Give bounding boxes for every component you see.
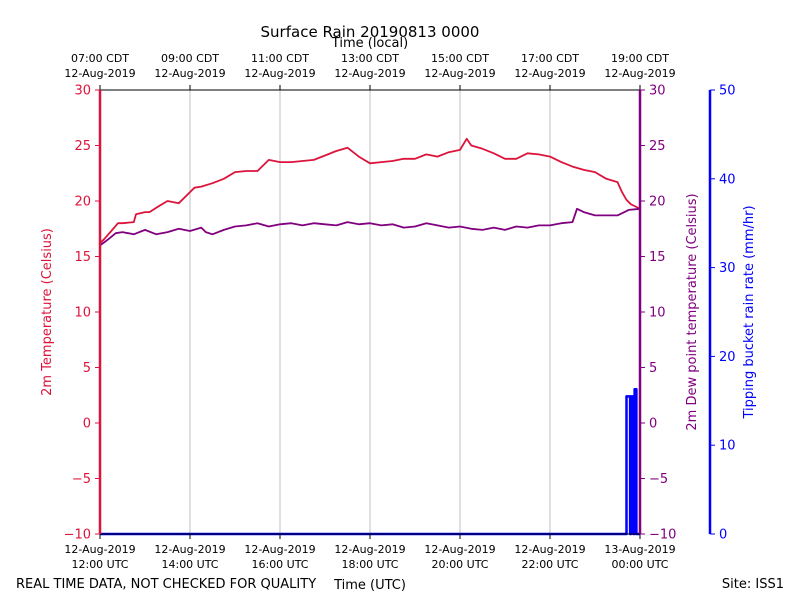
x-tick-label-time: 20:00 UTC: [431, 558, 488, 571]
footer-site: Site: ISS1: [722, 577, 784, 592]
x-tick-label-time: 16:00 UTC: [251, 558, 308, 571]
footer-quality-note: REAL TIME DATA, NOT CHECKED FOR QUALITY: [16, 577, 316, 592]
top-tick-label-date: 12-Aug-2019: [154, 67, 225, 80]
x-tick-label-time: 14:00 UTC: [161, 558, 218, 571]
temperature-series-line: [99, 137, 641, 244]
x-tick-label-date: 12-Aug-2019: [424, 543, 495, 556]
temperature-tick-label: −10: [64, 528, 91, 543]
y-axis-label-rain-rate: Tipping bucket rain rate (mm/hr): [742, 205, 757, 419]
x-tick-label-date: 12-Aug-2019: [244, 543, 315, 556]
x-tick-label-date: 12-Aug-2019: [334, 543, 405, 556]
temperature-tick-label: 15: [74, 250, 91, 265]
x-axis-label: Time (UTC): [333, 578, 406, 593]
x-tick-label-time: 18:00 UTC: [341, 558, 398, 571]
rain-tick-label: 30: [719, 261, 736, 276]
dewpoint-tick-label: 25: [649, 139, 666, 154]
top-tick-label-time: 11:00 CDT: [251, 52, 309, 65]
dewpoint-tick-label: 30: [649, 84, 666, 99]
temperature-tick-label: 20: [74, 195, 91, 210]
top-tick-label-date: 12-Aug-2019: [514, 67, 585, 80]
rain-series-line: [100, 388, 640, 536]
dewpoint-tick-label: 0: [649, 417, 657, 432]
top-tick-label-time: 07:00 CDT: [71, 52, 129, 65]
temperature-tick-label: 25: [74, 139, 91, 154]
series-layer: [99, 137, 641, 536]
rain-tick-label: 20: [719, 350, 736, 365]
top-tick-label-time: 13:00 CDT: [341, 52, 399, 65]
top-tick-label-date: 12-Aug-2019: [424, 67, 495, 80]
x-tick-label-time: 22:00 UTC: [521, 558, 578, 571]
top-tick-label-date: 12-Aug-2019: [244, 67, 315, 80]
x-tick-label-date: 12-Aug-2019: [64, 543, 135, 556]
x-tick-label-date: 13-Aug-2019: [604, 543, 675, 556]
top-tick-label-date: 12-Aug-2019: [64, 67, 135, 80]
top-tick-label-time: 17:00 CDT: [521, 52, 579, 65]
temperature-tick-label: 10: [74, 306, 91, 321]
chart-title: Surface Rain 20190813 0000: [261, 23, 480, 41]
dewpoint-tick-label: 20: [649, 195, 666, 210]
temperature-tick-label: 5: [83, 361, 91, 376]
temperature-tick-label: 30: [74, 84, 91, 99]
x-tick-label-time: 12:00 UTC: [71, 558, 128, 571]
top-tick-label-date: 12-Aug-2019: [604, 67, 675, 80]
top-tick-label-time: 15:00 CDT: [431, 52, 489, 65]
dewpoint-series-line: [99, 207, 641, 247]
dewpoint-tick-label: 5: [649, 361, 657, 376]
grid-lines: [99, 90, 641, 534]
x-tick-label-date: 12-Aug-2019: [154, 543, 225, 556]
dewpoint-tick-label: 10: [649, 306, 666, 321]
tick-labels: 12-Aug-2019 12:00 UTC 12-Aug-2019 14:00 UTC…: [64, 52, 736, 571]
top-tick-label-time: 09:00 CDT: [161, 52, 219, 65]
dewpoint-tick-label: −5: [649, 472, 668, 487]
rain-tick-label: 40: [719, 172, 736, 187]
x-tick-label-time: 00:00 UTC: [611, 558, 668, 571]
top-axis-label: Time (local): [331, 36, 408, 51]
top-tick-label-time: 19:00 CDT: [611, 52, 669, 65]
top-tick-label-date: 12-Aug-2019: [334, 67, 405, 80]
rain-tick-label: 10: [719, 439, 736, 454]
rain-tick-label: 50: [719, 84, 736, 99]
y-axis-label-temperature: 2m Temperature (Celsius): [40, 228, 55, 396]
dewpoint-tick-label: 15: [649, 250, 666, 265]
axes: [95, 85, 715, 539]
dewpoint-tick-label: −10: [649, 528, 676, 543]
temperature-tick-label: −5: [72, 472, 91, 487]
y-axis-label-dewpoint: 2m Dew point temperature (Celsius): [685, 193, 700, 430]
temperature-tick-label: 0: [83, 417, 91, 432]
x-tick-label-date: 12-Aug-2019: [514, 543, 585, 556]
rain-tick-label: 0: [719, 528, 727, 543]
